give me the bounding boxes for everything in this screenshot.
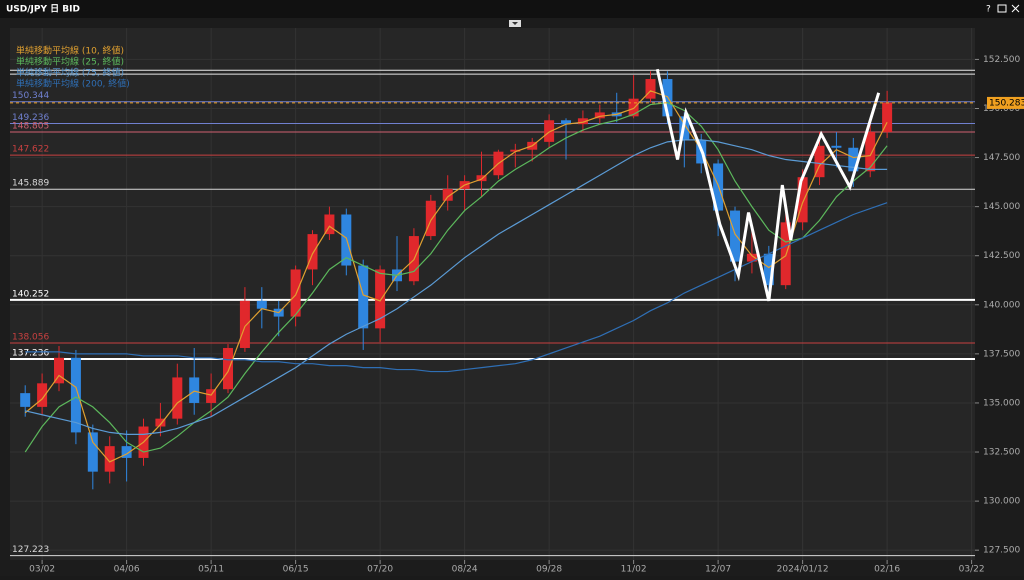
candle-body	[561, 120, 572, 125]
legend-entry: 単純移動平均線 (25, 終値)	[16, 56, 124, 68]
candle-body	[87, 432, 98, 472]
candle-body	[324, 214, 335, 235]
candle-body	[594, 112, 605, 119]
candle-body	[256, 300, 267, 309]
y-tick-label: 147.500	[983, 153, 1020, 163]
candle-body	[155, 418, 166, 427]
candle-body	[172, 377, 183, 419]
candle-body	[882, 102, 893, 133]
plot-area	[10, 28, 975, 560]
candle-body	[70, 357, 81, 433]
candle-body	[763, 253, 774, 286]
y-tick-label: 132.500	[983, 448, 1020, 458]
y-tick-label: 142.500	[983, 251, 1020, 261]
candle-body	[865, 132, 876, 172]
plot: 127.500 130.000 132.500 135.000 137.500 140.0…	[10, 28, 1020, 575]
x-tick-label: 03/22	[959, 565, 985, 575]
candle-body	[54, 357, 65, 384]
x-tick-label: 04/06	[114, 565, 140, 575]
moving-average	[25, 139, 888, 435]
candle-body	[358, 265, 369, 329]
candle-body	[476, 175, 487, 182]
level-label: 149.236	[12, 113, 49, 123]
candle-body	[206, 389, 217, 403]
window-title: USD/JPY 日 BID	[6, 4, 80, 15]
candle-body	[425, 200, 436, 237]
current-price-label: 150.283	[989, 98, 1024, 108]
candle-body	[814, 145, 825, 178]
candle-body	[104, 446, 115, 472]
x-tick-label: 2024/01/12	[777, 565, 829, 575]
close-button[interactable]	[1011, 4, 1020, 13]
candle-body	[730, 210, 741, 262]
level-label: 140.252	[12, 289, 49, 299]
candle-body	[37, 383, 48, 407]
candle-body	[577, 118, 588, 125]
candle-body	[544, 120, 555, 142]
x-tick-label: 12/07	[705, 565, 731, 575]
maximize-button[interactable]	[997, 4, 1007, 13]
candle-body	[645, 79, 656, 99]
current-price-box	[987, 96, 1024, 109]
level-label: 138.056	[12, 332, 49, 342]
candle-body	[189, 377, 200, 403]
y-tick-label: 150.000	[983, 104, 1020, 114]
legend-entry: 単純移動平均線 (10, 終値)	[16, 45, 124, 57]
y-tick-label: 127.500	[983, 546, 1020, 556]
candle-body	[713, 163, 724, 211]
x-tick-label: 02/16	[874, 565, 900, 575]
candle-body	[121, 446, 132, 458]
legend-entry: 単純移動平均線 (200, 終値)	[16, 78, 130, 90]
moving-average	[25, 202, 888, 373]
level-label: 145.889	[12, 179, 49, 189]
candle-body	[239, 300, 250, 348]
candle-body	[797, 177, 808, 223]
x-tick-label: 07/20	[367, 565, 393, 575]
zigzag-line	[655, 68, 881, 302]
candle-body	[510, 149, 521, 152]
level-label: 150.344	[12, 91, 49, 101]
candle-body	[307, 234, 318, 270]
toolbar-arrow	[512, 22, 518, 25]
y-tick-label: 135.000	[983, 398, 1020, 408]
candle-body	[20, 393, 31, 407]
candle-body	[628, 98, 639, 117]
y-tick-label: 140.000	[983, 300, 1020, 310]
y-tick-label: 137.500	[983, 349, 1020, 359]
y-tick-label: 152.500	[983, 55, 1020, 65]
level-label: 137.236	[12, 349, 49, 359]
candle-body	[442, 188, 453, 201]
candle-body	[831, 145, 842, 148]
x-tick-label: 11/02	[621, 565, 647, 575]
help-button[interactable]: ?	[986, 5, 991, 15]
x-tick-label: 08/24	[452, 565, 478, 575]
candle-body	[746, 253, 757, 262]
level-label: 127.223	[12, 545, 49, 555]
level-label: 148.805	[12, 121, 49, 131]
candle-body	[290, 269, 301, 317]
candle-body	[848, 147, 859, 172]
legend-entry: 単純移動平均線 (75, 終値)	[16, 67, 124, 79]
moving-average	[24, 101, 888, 453]
y-tick-label: 130.000	[983, 497, 1020, 507]
x-tick-label: 06/15	[283, 565, 309, 575]
x-tick-label: 03/02	[29, 565, 55, 575]
y-tick-label: 145.000	[983, 202, 1020, 212]
candle-body	[223, 347, 234, 390]
x-tick-label: 05/11	[198, 565, 224, 575]
title-bar	[0, 0, 1024, 18]
x-tick-label: 09/28	[536, 565, 562, 575]
level-label: 147.622	[12, 145, 49, 155]
candle-body	[375, 269, 386, 329]
